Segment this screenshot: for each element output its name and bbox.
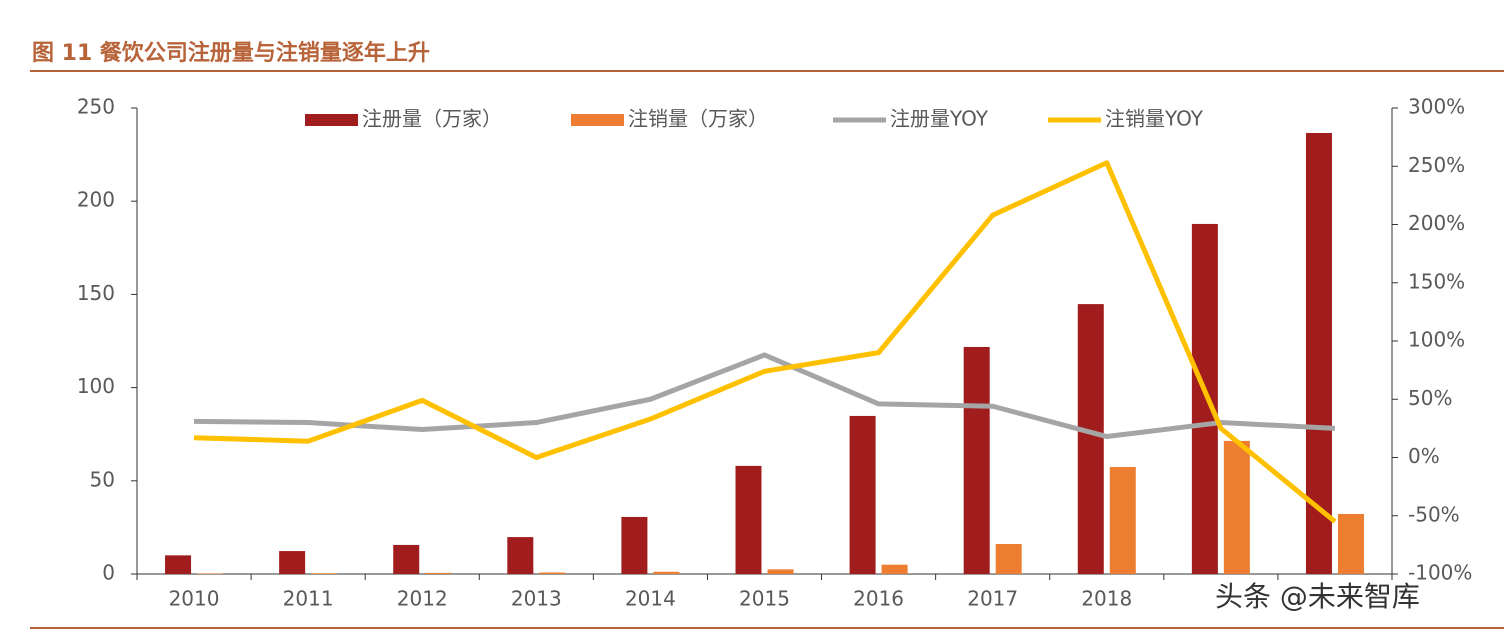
x-tick-label: 2015 xyxy=(739,587,790,611)
bar xyxy=(881,564,908,574)
y-tick-label: 200 xyxy=(77,188,115,212)
y2-tick-label: 100% xyxy=(1408,328,1465,352)
x-tick-label: 2011 xyxy=(283,587,334,611)
x-tick-label: 2014 xyxy=(625,587,676,611)
legend-swatch xyxy=(571,114,624,126)
bar xyxy=(963,346,990,574)
y2-tick-label: 50% xyxy=(1408,386,1452,410)
y-tick-label: 150 xyxy=(77,281,115,305)
bar xyxy=(165,555,192,574)
x-tick-label: 2012 xyxy=(397,587,448,611)
y-tick-label: 50 xyxy=(90,467,115,491)
y2-tick-label: 250% xyxy=(1408,153,1465,177)
y2-tick-label: 200% xyxy=(1408,211,1465,235)
legend-label: 注册量YOY xyxy=(890,107,989,131)
y2-tick-label: 0% xyxy=(1408,444,1440,468)
y2-tick-label: -50% xyxy=(1408,502,1460,526)
x-tick-label: 2010 xyxy=(169,587,220,611)
bar xyxy=(507,537,534,574)
y-tick-label: 250 xyxy=(77,95,115,119)
bar xyxy=(1109,467,1136,574)
y2-tick-label: -100% xyxy=(1408,561,1472,585)
bar xyxy=(735,465,762,574)
bar xyxy=(849,415,876,574)
bar xyxy=(1337,513,1364,574)
bar xyxy=(995,543,1022,574)
bar xyxy=(1191,223,1218,574)
y2-tick-label: 300% xyxy=(1408,95,1465,119)
watermark: 头条 @未来智库 xyxy=(1215,580,1420,613)
bar xyxy=(1077,304,1104,574)
legend-label: 注销量（万家） xyxy=(628,107,768,131)
line-series xyxy=(194,352,1336,440)
x-tick-label: 2016 xyxy=(853,587,904,611)
y-tick-label: 100 xyxy=(77,374,115,398)
line-series xyxy=(193,160,1337,524)
legend-label: 注册量（万家） xyxy=(362,107,502,131)
legend-swatch xyxy=(305,114,358,126)
bar xyxy=(197,573,224,574)
bar xyxy=(653,571,680,574)
bar xyxy=(621,516,648,574)
bar xyxy=(539,572,566,574)
y-tick-label: 0 xyxy=(102,561,115,585)
x-tick-label: 2017 xyxy=(967,587,1018,611)
y2-tick-label: 150% xyxy=(1408,269,1465,293)
chart-title: 图 11 餐饮公司注册量与注销量逐年上升 xyxy=(32,40,430,66)
x-tick-label: 2013 xyxy=(511,587,562,611)
bar xyxy=(425,572,452,574)
bar xyxy=(279,551,306,574)
bar xyxy=(1223,440,1250,574)
legend-label: 注销量YOY xyxy=(1105,107,1204,131)
bar xyxy=(393,544,420,574)
x-tick-label: 2018 xyxy=(1081,587,1132,611)
bar xyxy=(311,573,338,574)
bar xyxy=(767,569,794,574)
